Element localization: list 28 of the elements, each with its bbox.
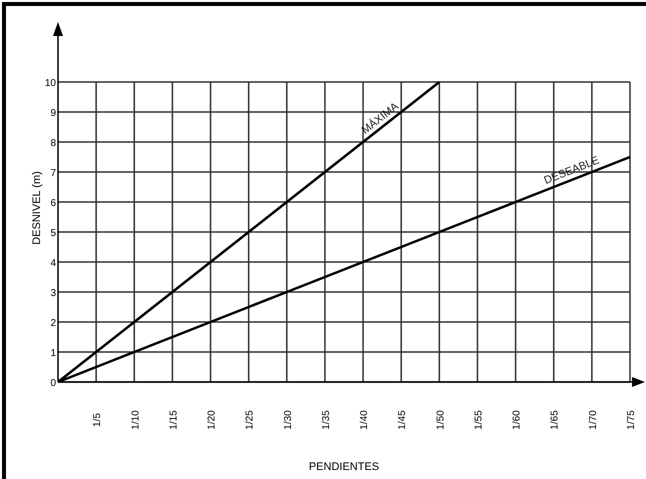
x-tick-label: 1/75 [626, 410, 637, 430]
y-tick-label: 7 [50, 168, 56, 179]
y-axis-title: DESNIVEL (m) [31, 171, 43, 245]
x-tick-label: 1/70 [588, 410, 599, 430]
x-tick-label: 1/15 [168, 410, 180, 430]
y-tick-label: 1 [50, 348, 56, 359]
y-tick-label: 5 [50, 228, 56, 239]
x-tick-label: 1/55 [473, 410, 484, 430]
y-tick-label: 9 [50, 108, 56, 119]
y-tick-label: 4 [50, 258, 56, 269]
x-tick-label: 1/45 [397, 410, 408, 430]
y-tick-label: 10 [44, 78, 56, 89]
y-tick-label: 3 [50, 288, 56, 299]
y-tick-label: 8 [50, 138, 56, 149]
x-tick-label: 1/25 [244, 410, 256, 430]
x-tick-label: 1/50 [435, 410, 446, 430]
x-tick-label: 1/65 [550, 410, 561, 430]
x-tick-label: 1/30 [282, 410, 294, 430]
x-tick-label: 1/10 [130, 410, 142, 430]
x-axis-title: PENDIENTES [308, 461, 380, 473]
x-tick-label: 1/5 [92, 412, 104, 427]
y-tick-label: 6 [50, 198, 56, 209]
x-tick-label: 1/35 [320, 410, 332, 430]
x-tick-label: 1/40 [359, 410, 370, 430]
x-tick-label: 1/20 [206, 410, 218, 430]
x-tick-label: 1/60 [512, 410, 523, 430]
y-tick-label: 0 [50, 378, 56, 389]
y-tick-label: 2 [50, 318, 56, 329]
